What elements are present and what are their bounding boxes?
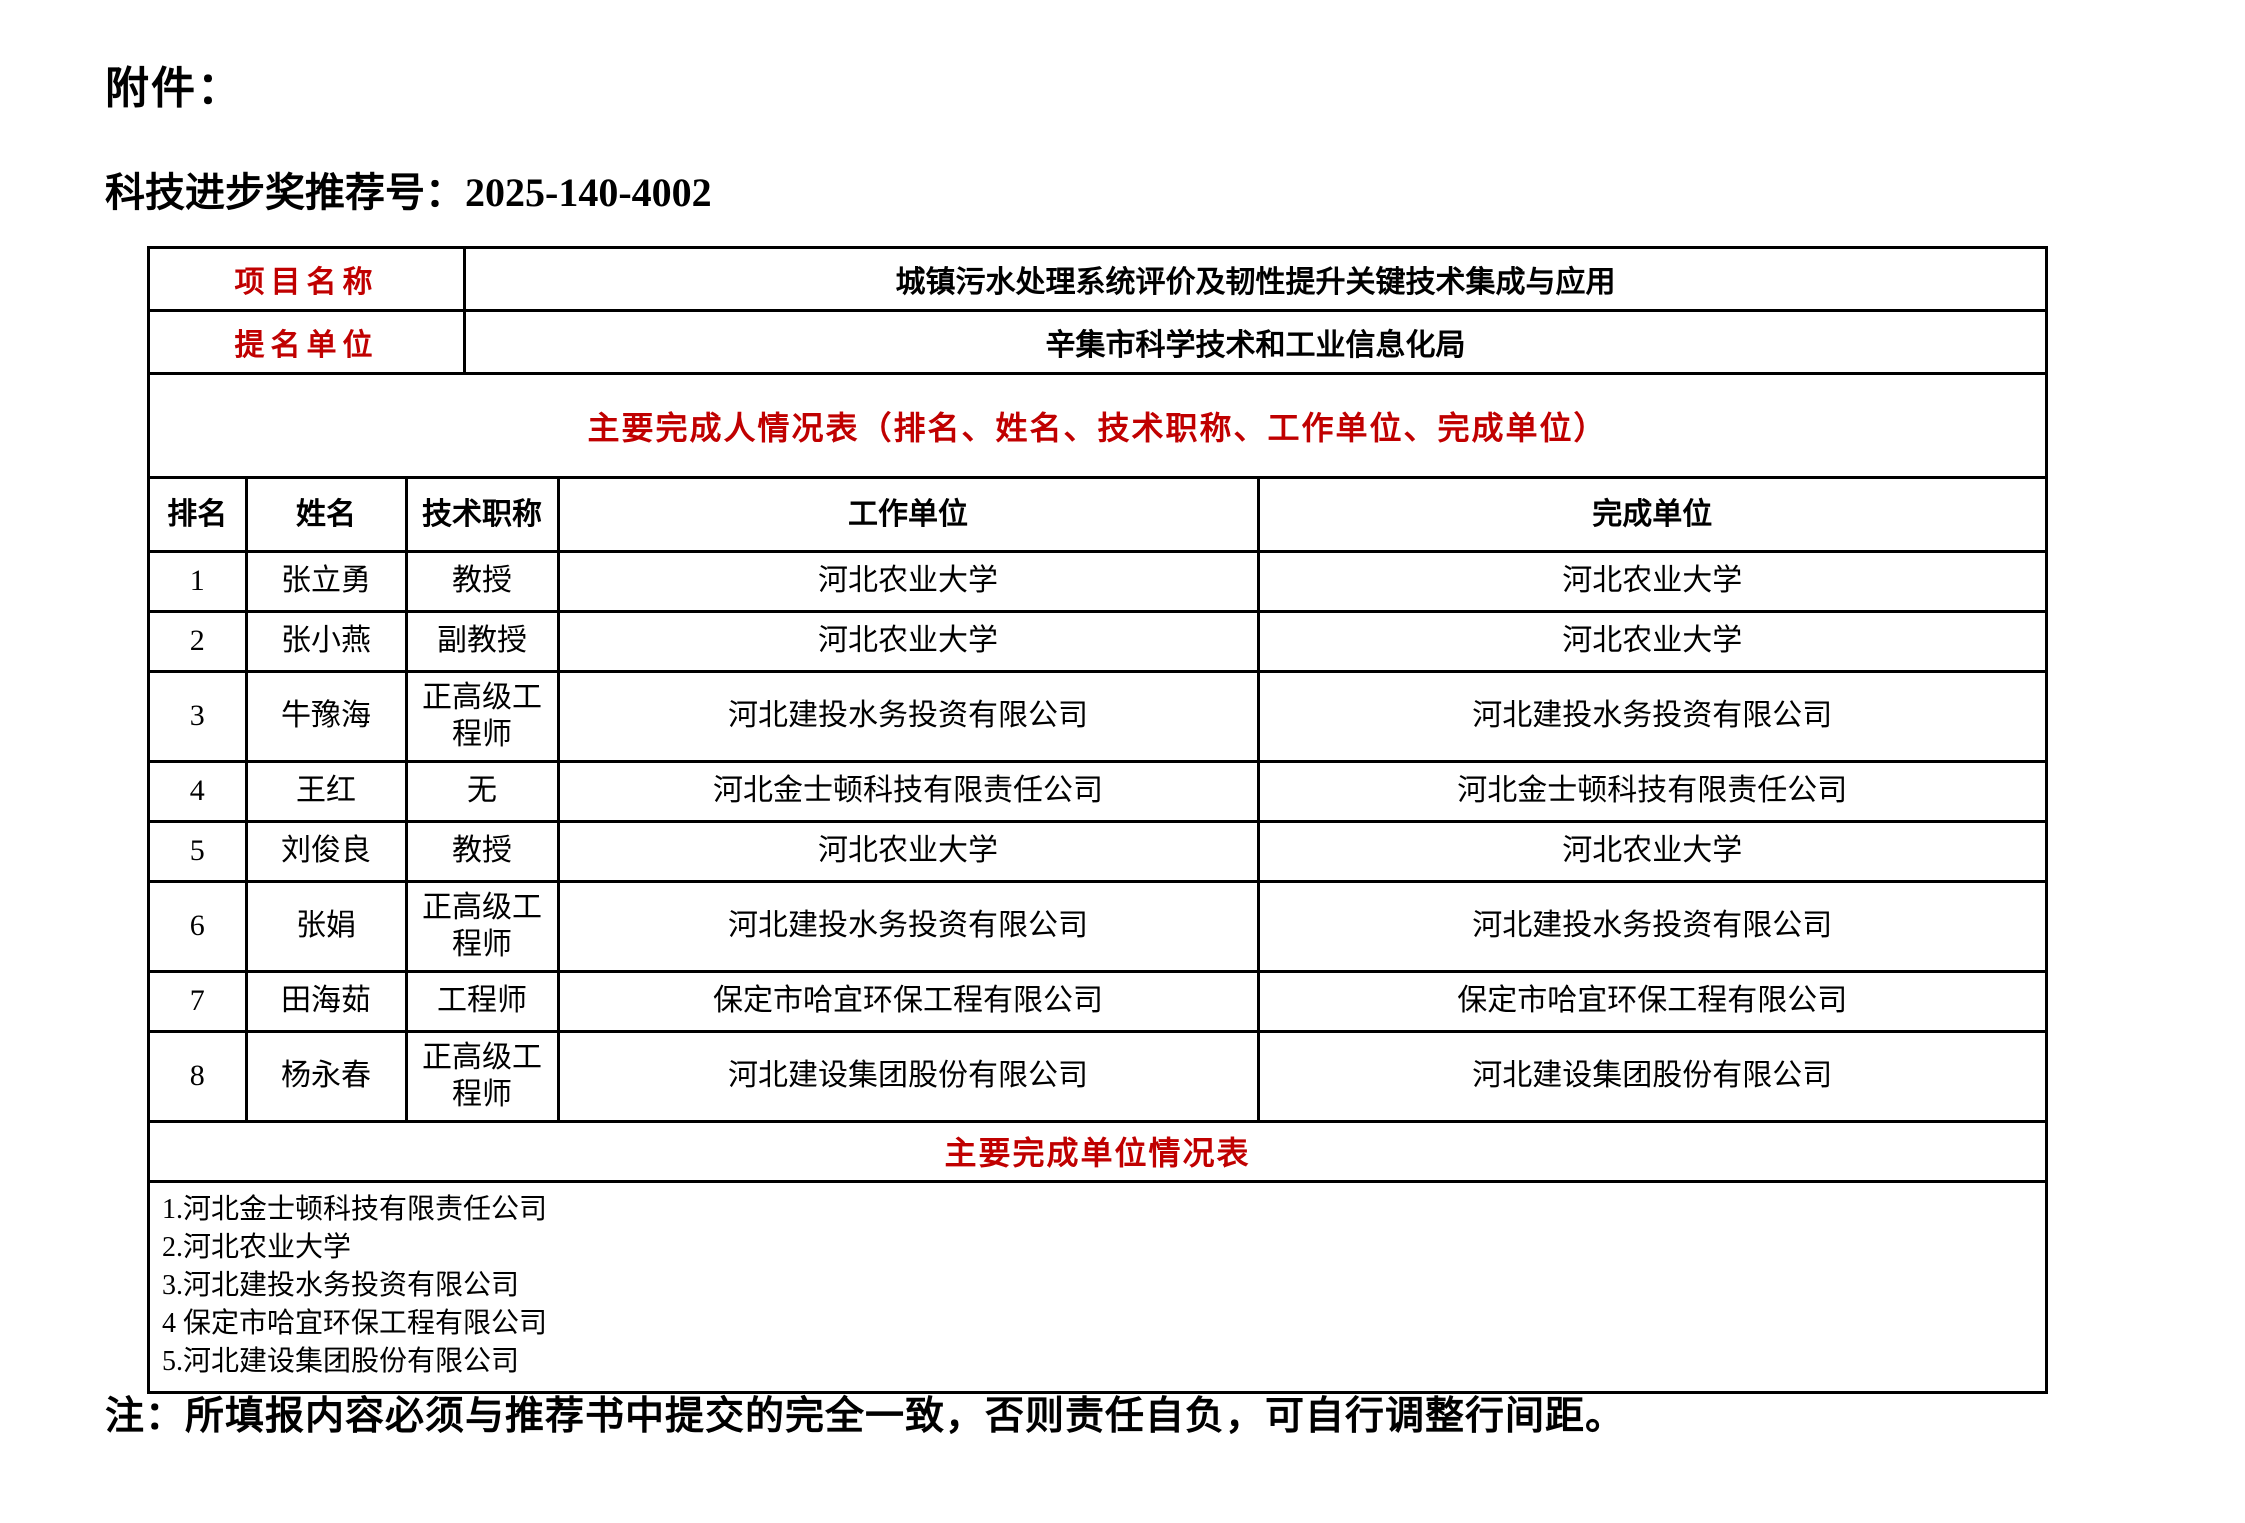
table-row: 4 王红 无 河北金士顿科技有限责任公司 河北金士顿科技有限责任公司 [150, 761, 2045, 823]
footer-note: 注：所填报内容必须与推荐书中提交的完全一致，否则责任自负，可自行调整行间距。 [105, 1395, 1626, 1438]
header-rank: 排名 [150, 479, 248, 553]
list-item: 1.河北金士顿科技有限责任公司 [162, 1193, 548, 1225]
cell-work-unit: 河北金士顿科技有限责任公司 [558, 761, 1260, 823]
cell-rank: 1 [150, 551, 248, 613]
cell-name: 王红 [246, 761, 408, 823]
cell-name: 张小燕 [246, 611, 408, 673]
recommendation-label: 科技进步奖推荐号： [105, 170, 465, 215]
cell-tech-title: 教授 [406, 821, 560, 883]
header-tech-title: 技术职称 [406, 479, 560, 553]
cell-rank: 5 [150, 821, 248, 883]
person-table-header-row: 排名 姓名 技术职称 工作单位 完成单位 [150, 479, 2045, 553]
cell-name: 张立勇 [246, 551, 408, 613]
cell-rank: 8 [150, 1031, 248, 1123]
cell-tech-title: 正高级工程师 [406, 671, 560, 763]
table-row: 1 张立勇 教授 河北农业大学 河北农业大学 [150, 551, 2045, 613]
award-form-table: 项目名称 城镇污水处理系统评价及韧性提升关键技术集成与应用 提名单位 辛集市科学… [147, 246, 2048, 1394]
list-item: 3.河北建投水务投资有限公司 [162, 1269, 520, 1301]
table-row: 2 张小燕 副教授 河北农业大学 河北农业大学 [150, 611, 2045, 673]
cell-work-unit: 河北建设集团股份有限公司 [558, 1031, 1260, 1123]
header-completion-unit: 完成单位 [1258, 479, 2045, 553]
cell-work-unit: 河北建投水务投资有限公司 [558, 671, 1260, 763]
list-item: 5.河北建设集团股份有限公司 [162, 1345, 520, 1377]
cell-name: 田海茹 [246, 971, 408, 1033]
cell-completion-unit: 河北建设集团股份有限公司 [1258, 1031, 2045, 1123]
cell-rank: 7 [150, 971, 248, 1033]
cell-completion-unit: 河北农业大学 [1258, 551, 2045, 613]
recommendation-number-line: 科技进步奖推荐号：2025-140-4002 [105, 160, 712, 218]
list-item: 4 保定市哈宜环保工程有限公司 [162, 1307, 548, 1339]
table-row: 6 张娟 正高级工程师 河北建投水务投资有限公司 河北建投水务投资有限公司 [150, 881, 2045, 973]
nominating-unit-label: 提名单位 [150, 312, 466, 372]
attachment-heading: 附件： [105, 64, 243, 113]
table-row: 7 田海茹 工程师 保定市哈宜环保工程有限公司 保定市哈宜环保工程有限公司 [150, 971, 2045, 1033]
project-name-value: 城镇污水处理系统评价及韧性提升关键技术集成与应用 [895, 266, 1616, 299]
cell-work-unit: 保定市哈宜环保工程有限公司 [558, 971, 1260, 1033]
header-name: 姓名 [246, 479, 408, 553]
cell-completion-unit: 保定市哈宜环保工程有限公司 [1258, 971, 2045, 1033]
cell-name: 张娟 [246, 881, 408, 973]
cell-completion-unit: 河北建投水务投资有限公司 [1258, 881, 2045, 973]
unit-table-title: 主要完成单位情况表 [150, 1123, 2045, 1183]
cell-rank: 2 [150, 611, 248, 673]
person-table: 排名 姓名 技术职称 工作单位 完成单位 1 张立勇 教授 河北农业大学 河北农… [150, 479, 2045, 1123]
nominating-unit-value: 辛集市科学技术和工业信息化局 [1045, 329, 1466, 362]
table-row: 3 牛豫海 正高级工程师 河北建投水务投资有限公司 河北建投水务投资有限公司 [150, 671, 2045, 763]
cell-name: 刘俊良 [246, 821, 408, 883]
cell-rank: 3 [150, 671, 248, 763]
table-row: 8 杨永春 正高级工程师 河北建设集团股份有限公司 河北建设集团股份有限公司 [150, 1031, 2045, 1123]
cell-tech-title: 工程师 [406, 971, 560, 1033]
cell-work-unit: 河北农业大学 [558, 551, 1260, 613]
cell-name: 杨永春 [246, 1031, 408, 1123]
cell-work-unit: 河北建投水务投资有限公司 [558, 881, 1260, 973]
recommendation-number: 2025-140-4002 [465, 170, 712, 215]
cell-tech-title: 正高级工程师 [406, 1031, 560, 1123]
cell-tech-title: 无 [406, 761, 560, 823]
cell-completion-unit: 河北农业大学 [1258, 821, 2045, 883]
table-row: 5 刘俊良 教授 河北农业大学 河北农业大学 [150, 821, 2045, 883]
nominating-unit-row: 提名单位 辛集市科学技术和工业信息化局 [150, 312, 2045, 375]
cell-rank: 4 [150, 761, 248, 823]
project-name-label: 项目名称 [150, 249, 466, 309]
cell-tech-title: 副教授 [406, 611, 560, 673]
cell-completion-unit: 河北金士顿科技有限责任公司 [1258, 761, 2045, 823]
cell-completion-unit: 河北农业大学 [1258, 611, 2045, 673]
cell-completion-unit: 河北建投水务投资有限公司 [1258, 671, 2045, 763]
cell-rank: 6 [150, 881, 248, 973]
cell-work-unit: 河北农业大学 [558, 611, 1260, 673]
cell-tech-title: 正高级工程师 [406, 881, 560, 973]
cell-work-unit: 河北农业大学 [558, 821, 1260, 883]
list-item: 2.河北农业大学 [162, 1231, 352, 1263]
cell-tech-title: 教授 [406, 551, 560, 613]
completion-unit-list: 1.河北金士顿科技有限责任公司 2.河北农业大学 3.河北建投水务投资有限公司 … [150, 1183, 2045, 1391]
project-name-row: 项目名称 城镇污水处理系统评价及韧性提升关键技术集成与应用 [150, 249, 2045, 312]
person-table-title: 主要完成人情况表（排名、姓名、技术职称、工作单位、完成单位） [150, 375, 2045, 479]
header-work-unit: 工作单位 [558, 479, 1260, 553]
cell-name: 牛豫海 [246, 671, 408, 763]
